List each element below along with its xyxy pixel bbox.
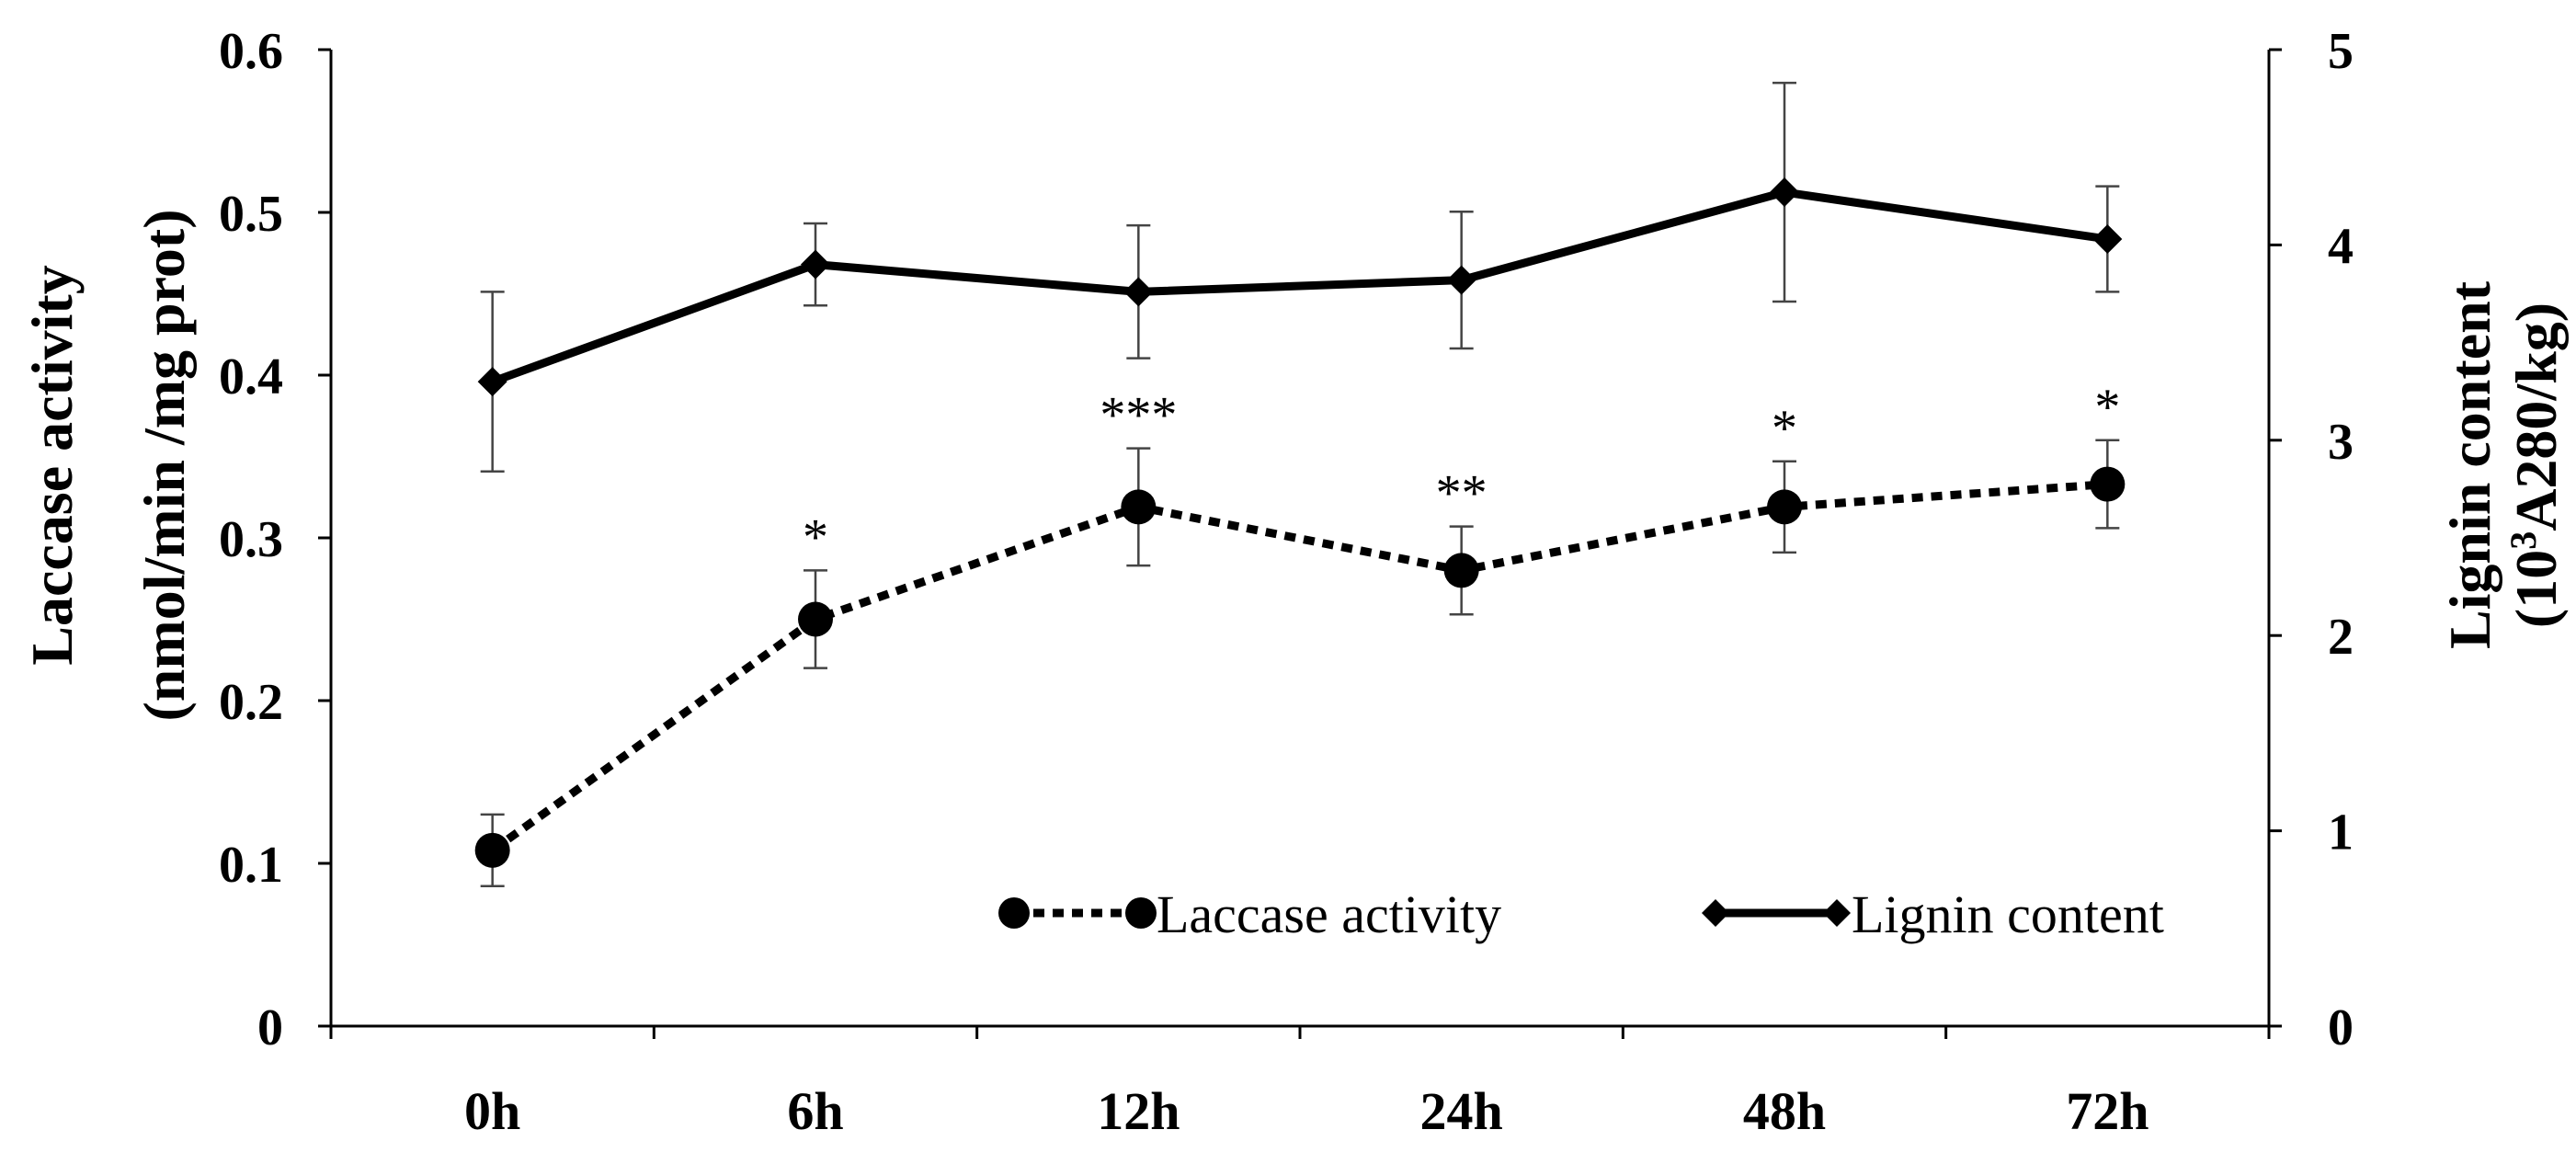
legend-laccase-marker: [1125, 897, 1157, 929]
left-axis-tick-label: 0.6: [219, 23, 283, 80]
laccase-point: [1121, 489, 1157, 525]
axes: 0 0.1 0.2 0.3 0.4 0.5 0.6 0 1 2 3 4 5 0h 6h 12h 24h 48h 72…: [219, 23, 2354, 1141]
right-axis-tick-label: 2: [2328, 609, 2354, 666]
left-axis-tick-label: 0.5: [219, 186, 283, 243]
laccase-line: [490, 480, 2108, 854]
left-axis-title-line2: (nmol/min /mg prot): [131, 209, 197, 721]
lignin-point: [1770, 177, 1799, 208]
lignin-line: [491, 188, 2108, 386]
left-axis-title-line1: Laccase activity: [19, 265, 85, 665]
significance-label: **: [1436, 465, 1487, 522]
left-axis-title: Laccase activity (nmol/min /mg prot): [19, 209, 197, 721]
significance-label: *: [803, 508, 828, 565]
lignin-point: [477, 367, 507, 397]
lignin-point: [2092, 224, 2123, 255]
x-axis-tick-label: 12h: [1097, 1081, 1180, 1141]
laccase-point: [1443, 553, 1479, 588]
left-axis-tick-label: 0.3: [219, 511, 283, 568]
legend-laccase-marker: [998, 897, 1030, 929]
right-axis-tick-label: 4: [2328, 218, 2354, 275]
right-axis-tick-label: 1: [2328, 805, 2354, 862]
significance-label: *: [2094, 379, 2120, 436]
x-axis-tick-label: 6h: [787, 1081, 843, 1141]
right-axis-tick-label: 5: [2328, 23, 2354, 80]
laccase-point: [798, 601, 833, 637]
legend-laccase-label: Laccase activity: [1157, 884, 1501, 944]
significance-label: ***: [1100, 387, 1177, 444]
laccase-point: [1767, 489, 1802, 525]
right-axis-title: Lignin content (103A280/kg): [2437, 280, 2569, 649]
legend: Laccase activity Lignin content: [998, 884, 2164, 944]
right-axis-title-suffix: A280/kg): [2503, 302, 2569, 531]
laccase-series: [474, 439, 2126, 888]
legend-lignin-label: Lignin content: [1852, 884, 2164, 944]
x-axis-tick-label: 0h: [464, 1081, 520, 1141]
lignin-point: [1446, 265, 1476, 295]
legend-lignin-marker: [1702, 899, 1729, 927]
lignin-point: [801, 249, 830, 280]
right-axis-title-prefix: (10: [2503, 550, 2569, 628]
significance-markers: ******* *: [803, 379, 2120, 566]
lignin-point: [1123, 277, 1154, 307]
right-axis-title-line1: Lignin content: [2437, 280, 2502, 649]
right-axis-title-sup: 3: [2502, 531, 2544, 550]
laccase-point: [474, 832, 510, 868]
lignin-series: [477, 81, 2123, 474]
x-axis-tick-label: 48h: [1743, 1081, 1826, 1141]
laccase-point: [2090, 466, 2126, 502]
right-axis-tick-label: 3: [2328, 414, 2354, 471]
right-axis-title-line2: (103A280/kg): [2502, 302, 2569, 628]
left-axis-tick-label: 0.4: [219, 348, 283, 405]
left-axis-tick-label: 0.2: [219, 674, 283, 731]
x-axis-tick-label: 72h: [2066, 1081, 2149, 1141]
legend-lignin-marker: [1823, 899, 1851, 927]
left-axis-tick-label: 0: [257, 999, 283, 1056]
x-axis-tick-label: 24h: [1420, 1081, 1503, 1141]
significance-label: *: [1772, 400, 1797, 457]
left-axis-tick-label: 0.1: [219, 837, 283, 894]
right-axis-tick-label: 0: [2328, 999, 2354, 1056]
